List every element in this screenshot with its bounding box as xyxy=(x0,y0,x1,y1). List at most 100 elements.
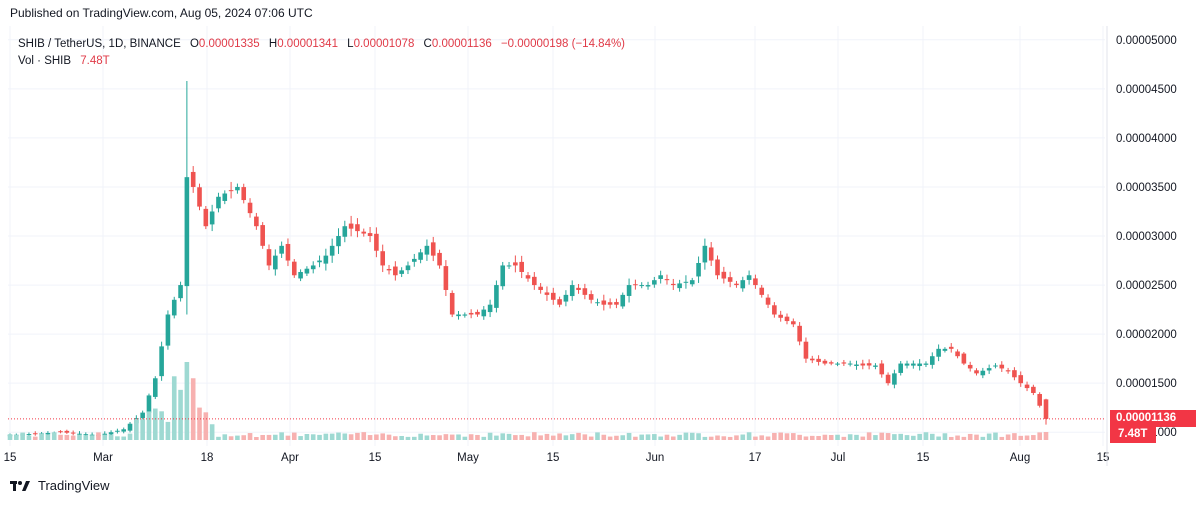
candle-body xyxy=(917,363,922,367)
volume-bar xyxy=(633,436,638,440)
candle-body xyxy=(898,363,904,373)
x-tick-label: Aug xyxy=(1010,452,1030,464)
volume-bar xyxy=(418,433,423,440)
candle-body xyxy=(190,171,196,187)
x-tick-label: 17 xyxy=(749,452,762,464)
volume-bar xyxy=(822,434,828,440)
volume-bar xyxy=(380,433,386,440)
x-tick-label: 15 xyxy=(369,452,382,464)
volume-bar xyxy=(254,436,259,440)
volume-bar xyxy=(108,434,114,440)
chart-area[interactable]: 0.000010000.000015000.000020000.00002500… xyxy=(0,26,1200,466)
volume-bar xyxy=(683,432,689,440)
candle-body xyxy=(405,265,411,271)
y-tick-label: 0.00002500 xyxy=(1116,280,1177,292)
footer-brand[interactable]: TradingView xyxy=(10,478,110,493)
candle-body xyxy=(159,346,164,377)
volume-bar xyxy=(582,434,588,440)
volume-bar xyxy=(1031,435,1036,440)
candle-body xyxy=(355,224,360,232)
volume-bar xyxy=(639,434,645,440)
volume-bar xyxy=(20,432,25,440)
volume-bar xyxy=(576,432,581,440)
symbol-label[interactable]: SHIB / TetherUS, 1D, BINANCE xyxy=(18,38,181,50)
ohlc-legend-row: SHIB / TetherUS, 1D, BINANCE O0.00001335… xyxy=(18,36,625,53)
volume-bar xyxy=(664,434,670,440)
candle-body xyxy=(184,177,190,287)
candle-body xyxy=(645,285,651,287)
volume-bar xyxy=(260,434,265,440)
volume-bar xyxy=(974,434,979,440)
volume-bar xyxy=(140,418,145,440)
candle-body xyxy=(885,374,891,384)
volume-bar xyxy=(216,436,221,440)
volume-bar xyxy=(304,433,310,440)
volume-bar xyxy=(791,433,796,440)
candle-body xyxy=(1005,370,1011,372)
volume-bar xyxy=(89,435,95,440)
volume-bar xyxy=(778,432,783,440)
volume-bar xyxy=(449,434,455,440)
candle-body xyxy=(348,223,354,229)
volume-bar xyxy=(955,435,960,440)
tradingview-logo-icon xyxy=(10,479,32,493)
candle-body xyxy=(727,277,733,282)
candle-body xyxy=(443,266,449,290)
x-tick-label: 18 xyxy=(201,452,214,464)
volume-bar xyxy=(828,435,834,440)
candle-body xyxy=(1031,386,1036,393)
candle-body xyxy=(835,363,840,365)
volume-bar xyxy=(32,436,38,440)
candle-body xyxy=(746,275,752,280)
volume-bar xyxy=(184,362,190,440)
candle-body xyxy=(380,251,386,266)
candle-body xyxy=(468,312,474,315)
close-label: C xyxy=(423,38,432,50)
low-value: 0.00001078 xyxy=(353,38,415,50)
volume-label[interactable]: Vol · SHIB xyxy=(18,55,72,67)
candle-body xyxy=(525,275,531,279)
volume-bar xyxy=(740,434,746,440)
candle-body xyxy=(108,432,114,435)
candle-body xyxy=(797,325,802,342)
volume-bar xyxy=(127,433,133,440)
volume-bar xyxy=(885,433,891,440)
y-tick-label: 0.00004500 xyxy=(1116,84,1177,96)
candle-body xyxy=(279,245,284,254)
volume-bar xyxy=(854,434,859,440)
candle-body xyxy=(677,283,682,289)
high-value: 0.00001341 xyxy=(277,38,338,50)
candle-body xyxy=(367,233,373,237)
candle-body xyxy=(418,252,423,260)
volume-bar xyxy=(670,436,676,440)
volume-bar xyxy=(948,436,954,440)
candle-body xyxy=(595,302,600,304)
volume-bar xyxy=(481,436,487,440)
volume-bar xyxy=(159,411,164,440)
candle-body xyxy=(923,363,929,365)
candle-body xyxy=(563,294,569,302)
candle-body xyxy=(986,368,992,371)
candle-body xyxy=(241,187,247,201)
candle-body xyxy=(165,314,171,346)
candle-body xyxy=(336,236,341,247)
volume-bar xyxy=(765,436,771,440)
candle-body xyxy=(430,242,436,256)
candle-body xyxy=(847,363,853,365)
volume-bar xyxy=(942,433,948,440)
volume-bar xyxy=(487,432,493,440)
volume-badge: 7.48T xyxy=(1110,426,1156,443)
candle-body xyxy=(936,348,941,357)
candle-body xyxy=(506,265,512,267)
volume-bar xyxy=(873,435,878,440)
candle-body xyxy=(809,358,815,361)
volume-bar xyxy=(317,434,322,440)
candle-body xyxy=(689,280,695,285)
candle-body xyxy=(140,412,145,419)
volume-bar xyxy=(367,435,373,440)
candle-body xyxy=(550,292,556,300)
candle-body xyxy=(974,370,979,374)
volume-bar xyxy=(222,434,228,440)
volume-bar xyxy=(917,433,922,440)
volume-bar xyxy=(961,436,967,440)
